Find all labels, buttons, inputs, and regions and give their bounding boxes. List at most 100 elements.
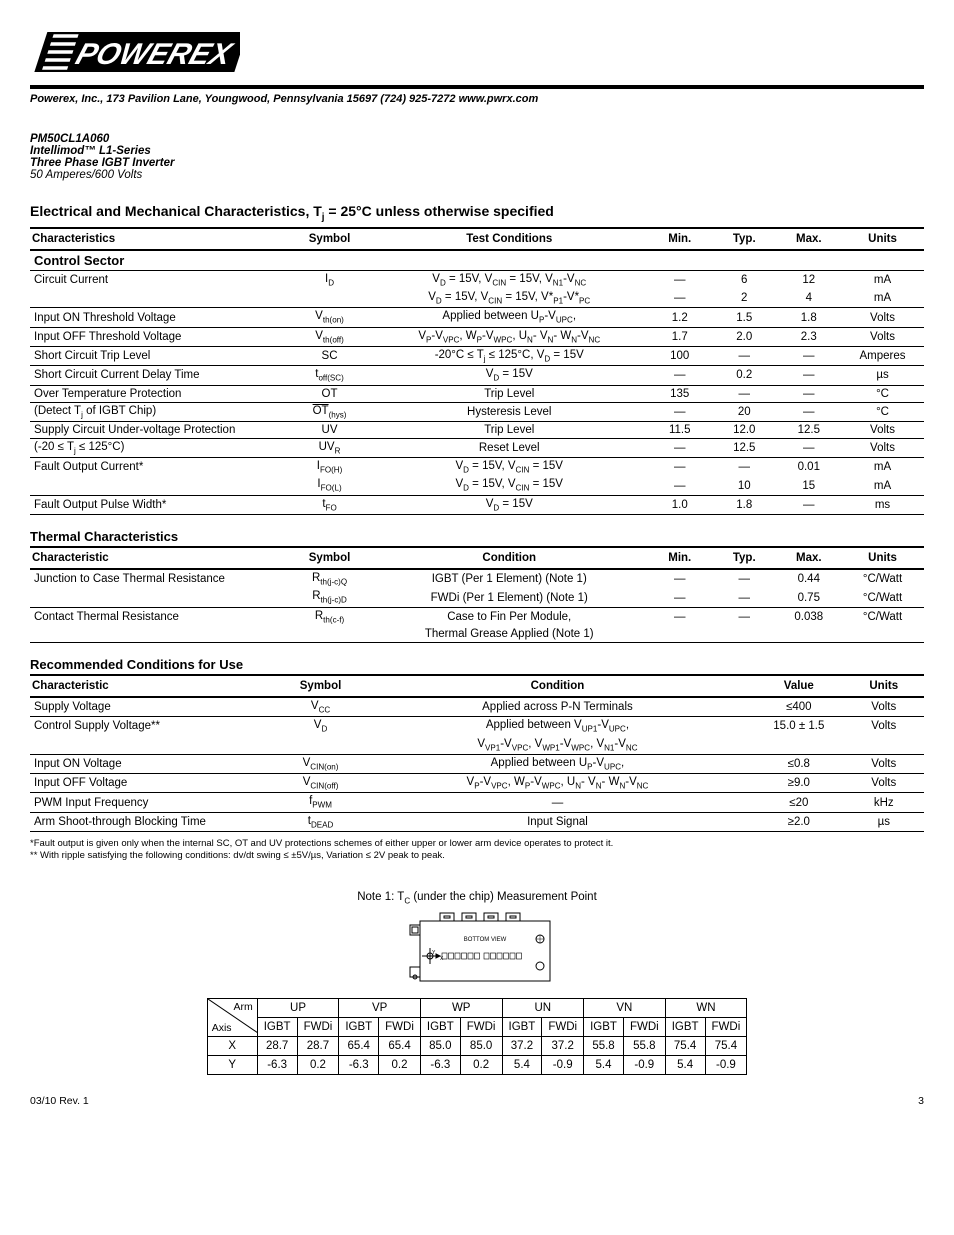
table-elec-mech: CharacteristicsSymbolTest ConditionsMin.… (30, 227, 924, 515)
cell: 1.8 (777, 308, 842, 327)
cell: ≤20 (754, 793, 843, 812)
cell: Volts (844, 717, 924, 736)
table-row: (Detect Tj of IGBT Chip)OT(hys)Hysteresi… (30, 402, 924, 421)
cell: — (647, 458, 712, 477)
coord-value: -6.3 (257, 1056, 297, 1075)
rating: 50 Amperes/600 Volts (30, 169, 924, 181)
cell: — (777, 366, 842, 385)
arm-header: UP (257, 999, 339, 1018)
coord-value: 5.4 (502, 1056, 542, 1075)
cell: — (712, 588, 777, 607)
subcol-header: IGBT (665, 1018, 705, 1037)
table-coordinates: Arm Axis UPVPWPUNVNWN IGBTFWDiIGBTFWDiIG… (207, 998, 748, 1075)
coord-value: 5.4 (665, 1056, 705, 1075)
cell: 0.01 (777, 458, 842, 477)
cell: UV (288, 421, 371, 438)
page-footer: 03/10 Rev. 1 3 (30, 1095, 924, 1107)
cell: mA (841, 270, 924, 289)
col-header: Min. (647, 547, 712, 569)
coord-value: 28.7 (297, 1037, 339, 1056)
cell: Short Circuit Trip Level (30, 346, 288, 365)
subcol-header: IGBT (420, 1018, 460, 1037)
cell (30, 476, 288, 495)
cell: ≤400 (754, 697, 843, 717)
table-row: Arm Shoot-through Blocking TimetDEADInpu… (30, 812, 924, 831)
cell: Applied between UP-VUPC, (361, 754, 754, 773)
cell: Vth(off) (288, 327, 371, 346)
cell: SC (288, 346, 371, 365)
table-row: VVP1-VVPC, VWP1-VWPC, VN1-VNC (30, 736, 924, 755)
cell: 2.0 (712, 327, 777, 346)
cell: Fault Output Pulse Width* (30, 495, 288, 514)
cell: Hysteresis Level (371, 402, 647, 421)
table-row: Over Temperature ProtectionOTTrip Level1… (30, 385, 924, 402)
cell: UVR (288, 438, 371, 457)
cell: 11.5 (647, 421, 712, 438)
cell: tDEAD (280, 812, 360, 831)
coord-value: 0.2 (297, 1056, 339, 1075)
cell: Rth(c-f) (288, 607, 371, 626)
table-row: Rth(j-c)DFWDi (Per 1 Element) (Note 1)——… (30, 588, 924, 607)
col-header: Characteristic (30, 675, 280, 697)
note1-label: Note 1: TC (under the chip) Measurement … (30, 891, 924, 905)
coord-value: 37.2 (502, 1037, 542, 1056)
cell: — (647, 402, 712, 421)
subcol-header: FWDi (542, 1018, 584, 1037)
cell: Input OFF Voltage (30, 774, 280, 793)
cell: °C/Watt (841, 588, 924, 607)
table-row: Control Supply Voltage**VDApplied betwee… (30, 717, 924, 736)
revision: 03/10 Rev. 1 (30, 1095, 89, 1107)
cell: Contact Thermal Resistance (30, 607, 288, 626)
cell: Supply Circuit Under-voltage Protection (30, 421, 288, 438)
cell (288, 289, 371, 308)
cell (647, 626, 712, 643)
cell: VD = 15V, VCIN = 15V (371, 476, 647, 495)
cell: PWM Input Frequency (30, 793, 280, 812)
cell: Input ON Voltage (30, 754, 280, 773)
cell: Volts (841, 327, 924, 346)
col-header: Characteristic (30, 547, 288, 569)
col-header: Value (754, 675, 843, 697)
coord-value: -0.9 (623, 1056, 665, 1075)
cell: 0.44 (777, 569, 842, 588)
coord-value: 0.2 (460, 1056, 502, 1075)
arm-header: VN (584, 999, 666, 1018)
arm-header: UN (502, 999, 584, 1018)
cell: kHz (844, 793, 924, 812)
part-number: PM50CL1A060 (30, 133, 924, 145)
cell: toff(SC) (288, 366, 371, 385)
bottom-view-diagram: YX BOTTOM VIEW (30, 911, 924, 986)
cell: (-20 ≤ Tj ≤ 125°C) (30, 438, 288, 457)
subcol-header: FWDi (705, 1018, 747, 1037)
cell: Over Temperature Protection (30, 385, 288, 402)
cell: °C (841, 385, 924, 402)
cell: mA (841, 458, 924, 477)
cell: 0.038 (777, 607, 842, 626)
description: Three Phase IGBT Inverter (30, 157, 924, 169)
table-row: Supply Circuit Under-voltage ProtectionU… (30, 421, 924, 438)
cell: Thermal Grease Applied (Note 1) (371, 626, 647, 643)
cell (280, 736, 360, 755)
cell: Short Circuit Current Delay Time (30, 366, 288, 385)
col-header: Symbol (280, 675, 360, 697)
logo: POWEREX (30, 30, 924, 77)
cell: Input ON Threshold Voltage (30, 308, 288, 327)
cell: VD = 15V, VCIN = 15V (371, 458, 647, 477)
subcol-header: IGBT (502, 1018, 542, 1037)
col-header: Symbol (288, 228, 371, 250)
cell (712, 626, 777, 643)
cell (754, 736, 843, 755)
cell: Vth(on) (288, 308, 371, 327)
cell: IGBT (Per 1 Element) (Note 1) (371, 569, 647, 588)
cell: Input Signal (361, 812, 754, 831)
cell: — (647, 476, 712, 495)
table-recommended: CharacteristicSymbolConditionValueUnits … (30, 674, 924, 832)
subcol-header: IGBT (339, 1018, 379, 1037)
coord-value: 85.0 (420, 1037, 460, 1056)
cell: Trip Level (371, 421, 647, 438)
cell: Volts (841, 421, 924, 438)
cell: — (647, 270, 712, 289)
table-row: VD = 15V, VCIN = 15V, V*P1-V*PC—24mA (30, 289, 924, 308)
cell: Supply Voltage (30, 697, 280, 717)
cell: 1.2 (647, 308, 712, 327)
